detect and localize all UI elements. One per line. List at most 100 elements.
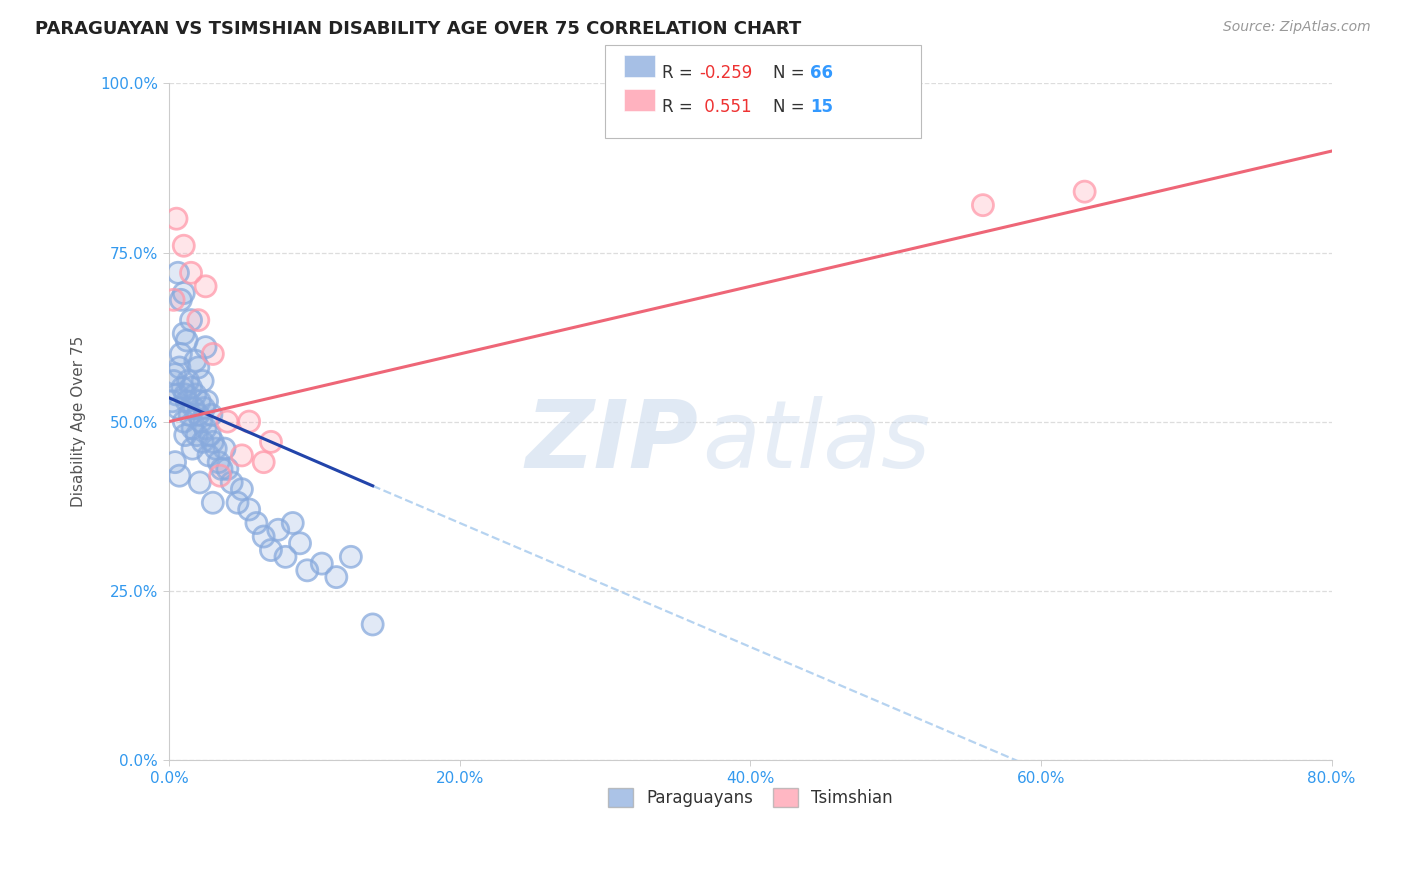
Point	[238, 502, 260, 516]
Point	[187, 360, 209, 375]
Point	[162, 293, 184, 307]
Point	[183, 401, 205, 415]
Point	[187, 408, 209, 422]
Point	[217, 415, 239, 429]
Point	[195, 394, 218, 409]
Point	[311, 557, 333, 571]
Point	[214, 442, 236, 456]
Point	[201, 496, 224, 510]
Point	[194, 421, 217, 435]
Point	[173, 326, 195, 341]
Point	[297, 563, 319, 577]
Point	[340, 549, 363, 564]
Point	[238, 415, 260, 429]
Point	[238, 502, 260, 516]
Point	[198, 428, 221, 442]
Point	[253, 529, 276, 543]
Point	[217, 462, 239, 476]
Point	[260, 543, 283, 558]
Point	[184, 387, 207, 401]
Point	[221, 475, 243, 490]
Point	[165, 368, 187, 382]
Point	[209, 468, 232, 483]
Point	[160, 394, 183, 409]
Point	[181, 442, 204, 456]
Point	[187, 408, 209, 422]
Point	[176, 394, 198, 409]
Point	[340, 549, 363, 564]
Point	[166, 211, 188, 226]
Point	[226, 496, 249, 510]
Point	[173, 326, 195, 341]
Point	[197, 449, 219, 463]
Point	[231, 449, 253, 463]
Point	[170, 293, 193, 307]
Point	[186, 428, 208, 442]
Point	[181, 442, 204, 456]
Point	[162, 374, 184, 388]
Point	[167, 401, 190, 415]
Point	[198, 428, 221, 442]
Text: N =: N =	[773, 64, 804, 82]
Text: PARAGUAYAN VS TSIMSHIAN DISABILITY AGE OVER 75 CORRELATION CHART: PARAGUAYAN VS TSIMSHIAN DISABILITY AGE O…	[35, 20, 801, 37]
Point	[176, 334, 198, 348]
Point	[281, 516, 304, 530]
Point	[184, 353, 207, 368]
Point	[288, 536, 311, 550]
Point	[173, 238, 195, 252]
Point	[186, 428, 208, 442]
Point	[180, 313, 202, 327]
Point	[169, 360, 191, 375]
Point	[173, 415, 195, 429]
Point	[165, 455, 187, 469]
Point	[188, 475, 211, 490]
Point	[201, 496, 224, 510]
Point	[211, 462, 233, 476]
Point	[180, 266, 202, 280]
Point	[179, 408, 201, 422]
Point	[170, 293, 193, 307]
Point	[200, 408, 222, 422]
Point	[201, 434, 224, 449]
Point	[201, 347, 224, 361]
Point	[177, 374, 200, 388]
Text: 0.551: 0.551	[699, 98, 751, 116]
Point	[180, 381, 202, 395]
Point	[187, 360, 209, 375]
Point	[173, 286, 195, 301]
Point	[191, 374, 214, 388]
Point	[297, 563, 319, 577]
Point	[179, 408, 201, 422]
Point	[194, 279, 217, 293]
Point	[184, 387, 207, 401]
Point	[204, 442, 226, 456]
Point	[208, 455, 231, 469]
Point	[226, 496, 249, 510]
Point	[170, 347, 193, 361]
Point	[177, 374, 200, 388]
Point	[201, 434, 224, 449]
Point	[195, 394, 218, 409]
Point	[173, 286, 195, 301]
Point	[325, 570, 347, 584]
Point	[166, 211, 188, 226]
Point	[231, 482, 253, 496]
Point	[260, 434, 283, 449]
Text: N =: N =	[773, 98, 804, 116]
Point	[181, 421, 204, 435]
Point	[193, 401, 215, 415]
Point	[217, 462, 239, 476]
Text: R =: R =	[662, 98, 693, 116]
Point	[174, 387, 197, 401]
Point	[181, 421, 204, 435]
Point	[176, 394, 198, 409]
Point	[183, 401, 205, 415]
Point	[162, 374, 184, 388]
Point	[172, 381, 194, 395]
Text: -0.259: -0.259	[699, 64, 752, 82]
Point	[260, 543, 283, 558]
Point	[194, 279, 217, 293]
Point	[204, 442, 226, 456]
Point	[325, 570, 347, 584]
Point	[361, 617, 384, 632]
